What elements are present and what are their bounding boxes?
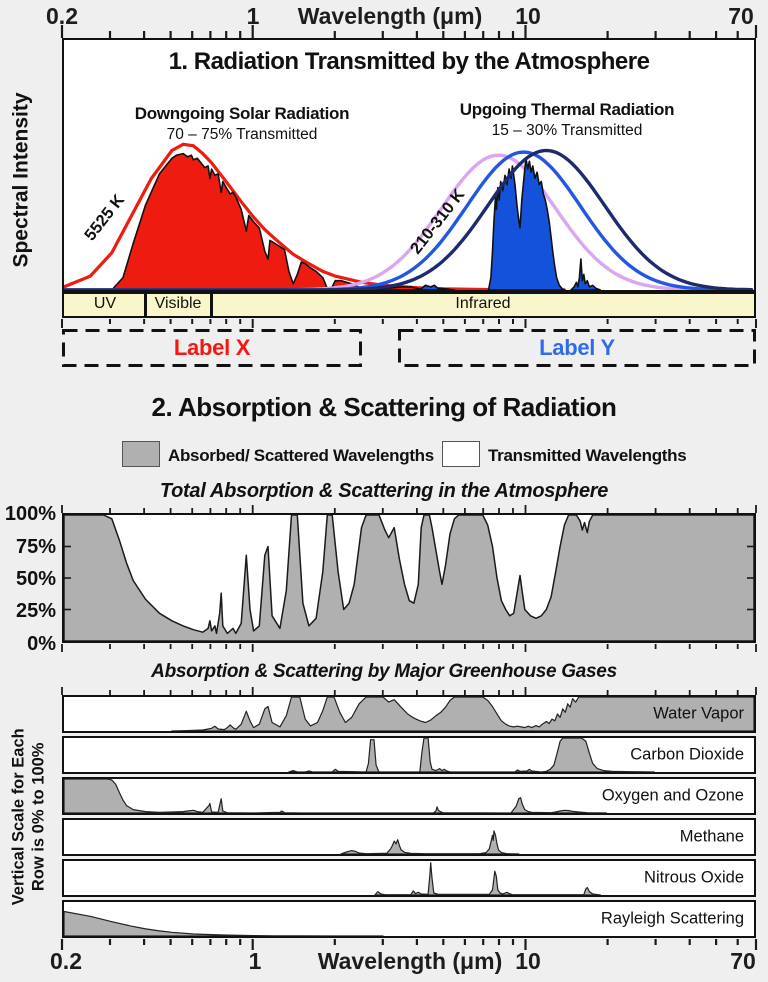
row-scale-note-line2: Row is 0% to 100% [29, 742, 48, 891]
row-label-methane: Methane [679, 827, 744, 846]
uv-visible-divider [144, 294, 147, 316]
row-label-water-vapor: Water Vapor [653, 704, 744, 723]
top-axis-ticks [60, 25, 758, 38]
thermal-subheading: 15 – 30% Transmitted [491, 122, 643, 139]
bottom-axis-title: Wavelength (μm) [317, 948, 503, 974]
label-x-text: Label X [173, 335, 251, 360]
solar-subheading: 70 – 75% Transmitted [166, 126, 318, 143]
total-absorption-chart [64, 515, 754, 641]
oxygen-ozone-row: Oxygen and Ozone [62, 777, 756, 815]
bottom-axis-tick-10: 10 [515, 948, 541, 974]
top-axis-tick-10: 10 [515, 3, 541, 29]
spectral-intensity-axis-label: Spectral Intensity [10, 92, 33, 268]
row-label-oxygen-ozone: Oxygen and Ozone [601, 786, 744, 805]
label-y-text: Label Y [539, 335, 615, 360]
label-y-dashed-border [398, 329, 756, 367]
water-vapor-chart [171, 697, 754, 731]
ytick-0: 0% [27, 633, 56, 655]
top-axis-tick-70: 70 [728, 3, 754, 29]
ytick-75: 75% [15, 536, 56, 558]
total-absorption-panel [62, 513, 756, 643]
bottom-axis-tick-1: 1 [248, 948, 262, 974]
transmitted-legend-label: Transmitted Wavelengths [488, 446, 687, 465]
methane-row: Methane [62, 818, 756, 856]
total-bottom-ticks [61, 644, 757, 652]
solar-heading: Downgoing Solar Radiation [134, 104, 350, 123]
total-top-ticks [61, 505, 757, 513]
spectrum-band-bar: UV Visible Infrared [64, 290, 754, 316]
absorbed-legend-label: Absorbed/ Scattered Wavelengths [168, 446, 434, 465]
carbon-dioxide-chart [288, 738, 655, 772]
nitrous-oxide-chart [374, 862, 601, 895]
top-axis-title: Wavelength (μm) [297, 3, 483, 29]
rayleigh-chart [64, 910, 384, 936]
label-y-box[interactable]: Label Y [398, 329, 756, 367]
ytick-50: 50% [15, 568, 56, 590]
top-axis-tick-1: 1 [246, 3, 260, 29]
rows-top-ticks [61, 687, 757, 695]
thermal-heading: Upgoing Thermal Radiation [459, 100, 675, 119]
bottom-axis-tick-70: 70 [730, 948, 756, 974]
rayleigh-row: Rayleigh Scattering [62, 900, 756, 938]
gases-title: Absorption & Scattering by Major Greenho… [151, 661, 617, 682]
band-label-visible: Visible [154, 295, 202, 312]
row-scale-note: Vertical Scale for Each Row is 0% to 100… [2, 695, 56, 938]
top-axis-tick-0.2: 0.2 [46, 3, 78, 29]
nitrous-oxide-row: Nitrous Oxide [62, 859, 756, 897]
panel1-bottom-ticks [61, 319, 757, 328]
bottom-axis-tick-0.2: 0.2 [50, 948, 82, 974]
row-label-nitrous-oxide: Nitrous Oxide [644, 868, 744, 887]
water-vapor-row: Water Vapor [62, 695, 756, 733]
radiation-transmitted-panel: 1. Radiation Transmitted by the Atmosphe… [62, 38, 756, 318]
row-label-carbon-dioxide: Carbon Dioxide [630, 745, 744, 764]
ytick-100: 100% [4, 503, 56, 525]
methane-chart [340, 830, 520, 854]
row-label-rayleigh: Rayleigh Scattering [600, 909, 744, 928]
label-x-box[interactable]: Label X [62, 329, 362, 367]
carbon-dioxide-row: Carbon Dioxide [62, 736, 756, 774]
visible-infrared-divider [210, 294, 213, 316]
section2-title: 2. Absorption & Scattering of Radiation [151, 392, 617, 422]
bottom-axis-ticks [60, 939, 758, 950]
band-label-uv: UV [93, 295, 117, 312]
absorbed-legend-swatch [122, 441, 160, 467]
panel1-title: 1. Radiation Transmitted by the Atmosphe… [168, 48, 650, 75]
ytick-25: 25% [15, 600, 56, 622]
total-absorption-title: Total Absorption & Scattering in the Atm… [159, 480, 609, 502]
row-scale-note-line1: Vertical Scale for Each [9, 727, 28, 906]
oxygen-ozone-chart [64, 779, 607, 813]
band-label-infrared: Infrared [455, 295, 511, 312]
transmitted-legend-swatch [442, 441, 480, 467]
label-x-dashed-border [62, 329, 362, 367]
radiation-curves-chart [64, 142, 754, 292]
